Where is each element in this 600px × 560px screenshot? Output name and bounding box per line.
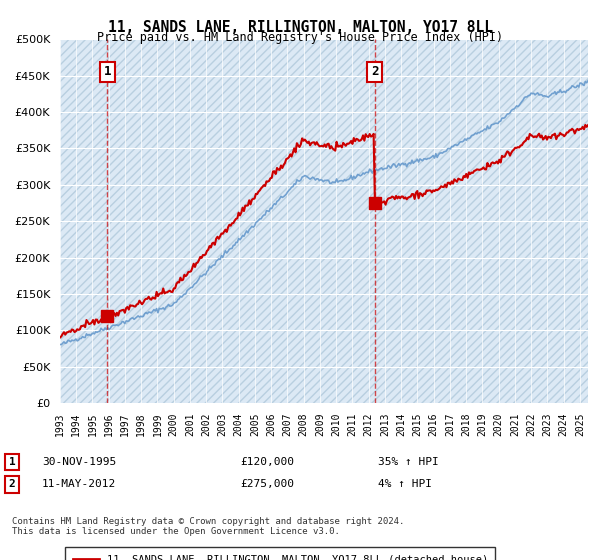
Text: Contains HM Land Registry data © Crown copyright and database right 2024.: Contains HM Land Registry data © Crown c…: [12, 517, 404, 526]
Text: 2: 2: [371, 66, 378, 78]
Text: Price paid vs. HM Land Registry's House Price Index (HPI): Price paid vs. HM Land Registry's House …: [97, 31, 503, 44]
Text: 35% ↑ HPI: 35% ↑ HPI: [378, 457, 439, 467]
Text: 11-MAY-2012: 11-MAY-2012: [42, 479, 116, 489]
Text: £275,000: £275,000: [240, 479, 294, 489]
Text: 4% ↑ HPI: 4% ↑ HPI: [378, 479, 432, 489]
Text: 2: 2: [8, 479, 16, 489]
Text: This data is licensed under the Open Government Licence v3.0.: This data is licensed under the Open Gov…: [12, 528, 340, 536]
Text: 30-NOV-1995: 30-NOV-1995: [42, 457, 116, 467]
Text: 1: 1: [104, 66, 111, 78]
Text: £120,000: £120,000: [240, 457, 294, 467]
Legend: 11, SANDS LANE, RILLINGTON, MALTON, YO17 8LL (detached house), HPI: Average pric: 11, SANDS LANE, RILLINGTON, MALTON, YO17…: [65, 548, 496, 560]
Text: 1: 1: [8, 457, 16, 467]
Text: 11, SANDS LANE, RILLINGTON, MALTON, YO17 8LL: 11, SANDS LANE, RILLINGTON, MALTON, YO17…: [107, 20, 493, 35]
